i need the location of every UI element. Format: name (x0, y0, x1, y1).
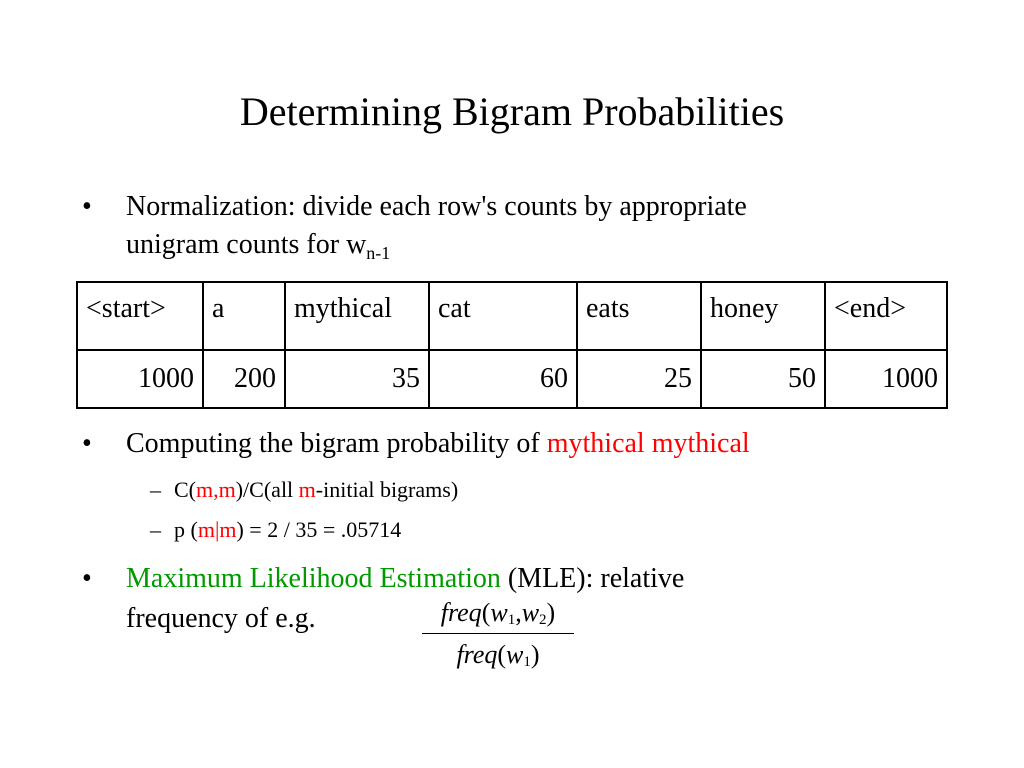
dash-marker: – (150, 477, 161, 502)
table-header-cell: <start> (76, 281, 204, 351)
table-header-cell: eats (576, 281, 702, 351)
bullet-marker: • (82, 428, 92, 459)
formula-numerator: freq(w1,w2) (440, 598, 556, 628)
table-value-cell: 50 (700, 349, 826, 409)
bullet-marker: • (82, 191, 92, 222)
unigram-counts-table: <start> a mythical cat eats honey <end> … (76, 281, 948, 409)
table-value-cell: 60 (428, 349, 578, 409)
sub-bullet-count-ratio: – C(m,m)/C(all m-initial bigrams) (150, 477, 459, 502)
table-header-cell: a (202, 281, 286, 351)
normalization-line-2: unigram counts for wn-1 (126, 229, 391, 263)
slide-title: Determining Bigram Probabilities (239, 89, 785, 134)
table-value-cell: 35 (284, 349, 430, 409)
table-header-cell: honey (700, 281, 826, 351)
formula-denominator: freq(w1) (456, 640, 540, 670)
highlight-mle: Maximum Likelihood Estimation (126, 563, 501, 594)
table-header-cell: mythical (284, 281, 430, 351)
sub-bullet-probability: – p (m|m) = 2 / 35 = .05714 (150, 517, 402, 542)
table-value-row: 1000 200 35 60 25 50 1000 (76, 349, 948, 409)
subscript-n-1: n-1 (366, 243, 391, 263)
normalization-line-1: Normalization: divide each row's counts … (126, 191, 747, 222)
highlight-mythical-mythical: mythical mythical (546, 428, 750, 459)
table-header-cell: cat (428, 281, 578, 351)
mle-line-1: Maximum Likelihood Estimation (MLE): rel… (126, 563, 685, 594)
fraction-bar (422, 633, 574, 634)
table-value-cell: 1000 (76, 349, 204, 409)
table-value-cell: 25 (576, 349, 702, 409)
mle-line-2: frequency of e.g. (126, 603, 316, 634)
table-header-row: <start> a mythical cat eats honey <end> (76, 281, 948, 351)
dash-marker: – (150, 517, 161, 542)
table-header-cell: <end> (824, 281, 948, 351)
mle-formula: freq(w1,w2) freq(w1) (422, 596, 574, 672)
table-value-cell: 200 (202, 349, 286, 409)
bullet-marker: • (82, 563, 92, 594)
table-value-cell: 1000 (824, 349, 948, 409)
